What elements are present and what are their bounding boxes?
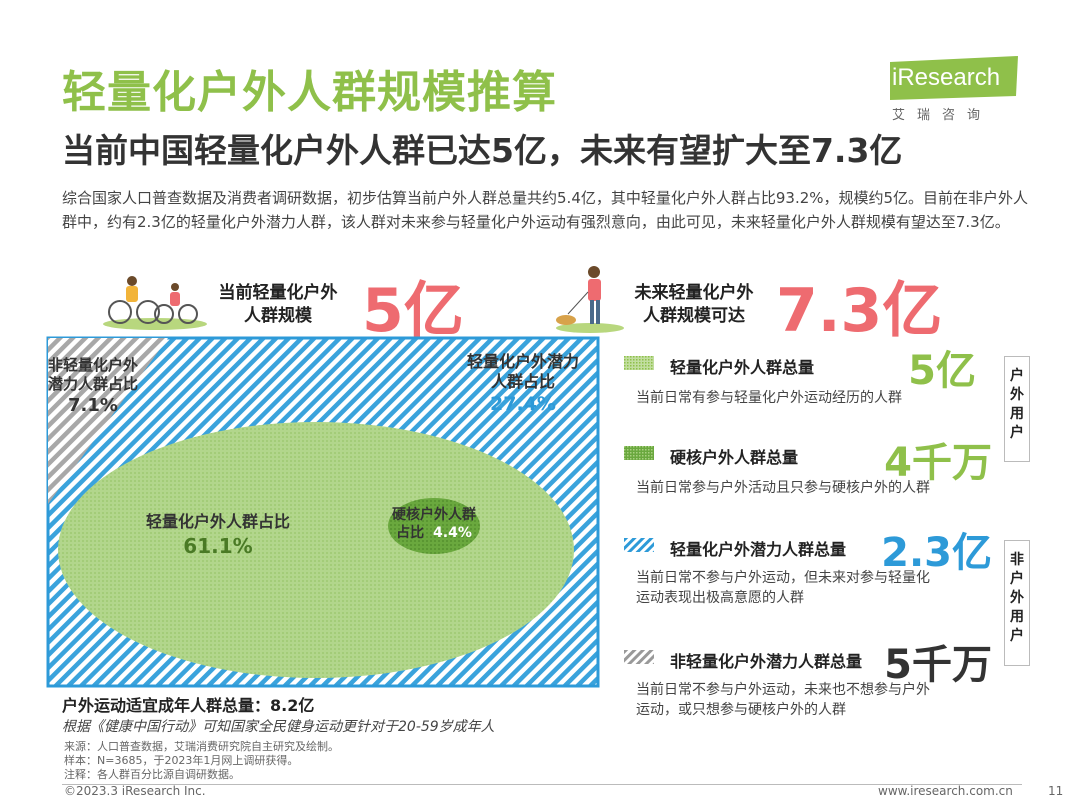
side-char: 户: [1010, 425, 1024, 441]
basis-note: 根据《健康中国行动》可知国家全民健身运动更针对于20-59岁成年人: [62, 719, 495, 735]
logo-text: iResearch: [892, 64, 1001, 91]
legend-hardcore-title: 硬核户外人群总量: [670, 448, 799, 467]
legend-non-light-desc-2: 运动，或只想参与硬核户外的人群: [636, 702, 846, 718]
side-char: 非: [1010, 552, 1024, 568]
potential-pct: 27.4%: [490, 393, 556, 415]
intro-paragraph: 综合国家人口普查数据及消费者调研数据，初步估算当前户外人群总量共约5.4亿，其中…: [62, 189, 1029, 231]
potential-label-2: 人群占比: [490, 372, 555, 391]
footer-divider: [62, 784, 1022, 785]
hardcore-pct: 4.4%: [433, 525, 472, 541]
side-char: 外: [1010, 590, 1024, 606]
future-scale-label-2: 人群规模可达: [643, 306, 745, 326]
legend-potential-title: 轻量化户外潜力人群总量: [670, 540, 847, 559]
annotation-note: 注释：各人群百分比源自调研数据。: [64, 768, 240, 781]
side-char: 用: [1010, 406, 1024, 422]
light-outdoor-area: [58, 422, 574, 678]
side-char: 户: [1010, 571, 1024, 587]
logo-banner-icon: [890, 56, 1018, 100]
potential-label-1: 轻量化户外潜力: [466, 352, 579, 371]
legend-non-light-title: 非轻量化户外潜力人群总量: [670, 652, 863, 671]
future-scale-label-1: 未来轻量化户外: [634, 283, 754, 303]
total-population-label: 户外运动适宜成年人群总量：8.2亿: [62, 696, 315, 715]
non-light-swatch-icon: [624, 650, 654, 664]
sample-note: 样本：N=3685，于2023年1月网上调研获得。: [64, 754, 299, 767]
outdoor-users-side-label: 户 外 用 户: [1004, 356, 1030, 462]
legend-light-desc: 当前日常有参与轻量化户外运动经历的人群: [636, 390, 902, 406]
current-scale-label-1: 当前轻量化户外: [218, 283, 338, 303]
iresearch-logo: iResearch 艾瑞咨询: [890, 56, 1030, 126]
legend-non-light-desc-1: 当前日常不参与户外运动，未来也不想参与户外: [636, 682, 930, 698]
page-title: 轻量化户外人群规模推算: [62, 67, 557, 118]
page-number: 11: [1048, 784, 1064, 798]
side-char: 户: [1010, 628, 1024, 644]
legend-non-light-value: 5千万: [884, 642, 992, 688]
legend-hardcore-value: 4千万: [884, 440, 992, 486]
hardcore-label-1: 硬核户外人群: [392, 507, 476, 523]
side-char: 户: [1010, 368, 1024, 384]
current-scale-value: 5亿: [362, 276, 464, 346]
legend-light-title: 轻量化户外人群总量: [670, 358, 815, 377]
current-scale-label-2: 人群规模: [244, 306, 312, 326]
future-scale-value: 7.3亿: [776, 276, 943, 346]
side-char: 外: [1010, 387, 1024, 403]
legend-potential-desc-1: 当前日常不参与户外运动，但未来对参与轻量化: [636, 570, 930, 586]
hardcore-swatch-icon: [624, 446, 654, 460]
non-light-label-2: 潜力人群占比: [48, 375, 139, 393]
population-diagram: [46, 336, 600, 688]
page-subtitle: 当前中国轻量化户外人群已达5亿，未来有望扩大至7.3亿: [62, 131, 903, 170]
copyright: ©2023.3 iResearch Inc.: [64, 784, 206, 798]
potential-swatch-icon: [624, 538, 654, 552]
logo-cn: 艾瑞咨询: [892, 108, 993, 123]
legend-light-value: 5亿: [908, 348, 976, 394]
dog-walker-illustration-icon: [556, 266, 624, 333]
source-note: 来源：人口普查数据，艾瑞消费研究院自主研究及绘制。: [64, 740, 339, 753]
side-char: 用: [1010, 609, 1024, 625]
light-outdoor-label: 轻量化户外人群占比: [145, 512, 290, 531]
non-outdoor-users-side-label: 非 户 外 用 户: [1004, 540, 1030, 666]
non-light-potential-area: [48, 338, 168, 504]
non-light-label-1: 非轻量化户外: [48, 356, 139, 374]
legend-hardcore-desc: 当前日常参与户外活动且只参与硬核户外的人群: [636, 480, 930, 496]
cyclists-illustration-icon: [103, 276, 207, 330]
website-link[interactable]: www.iresearch.com.cn: [878, 784, 1013, 798]
hardcore-label-2: 占比: [396, 525, 425, 541]
non-light-pct: 7.1%: [68, 395, 118, 416]
legend-potential-value: 2.3亿: [881, 530, 992, 576]
hardcore-outdoor-area: [388, 498, 480, 554]
light-outdoor-swatch-icon: [624, 356, 654, 370]
light-outdoor-pct: 61.1%: [183, 534, 253, 558]
legend-potential-desc-2: 运动表现出极高意愿的人群: [636, 590, 804, 606]
